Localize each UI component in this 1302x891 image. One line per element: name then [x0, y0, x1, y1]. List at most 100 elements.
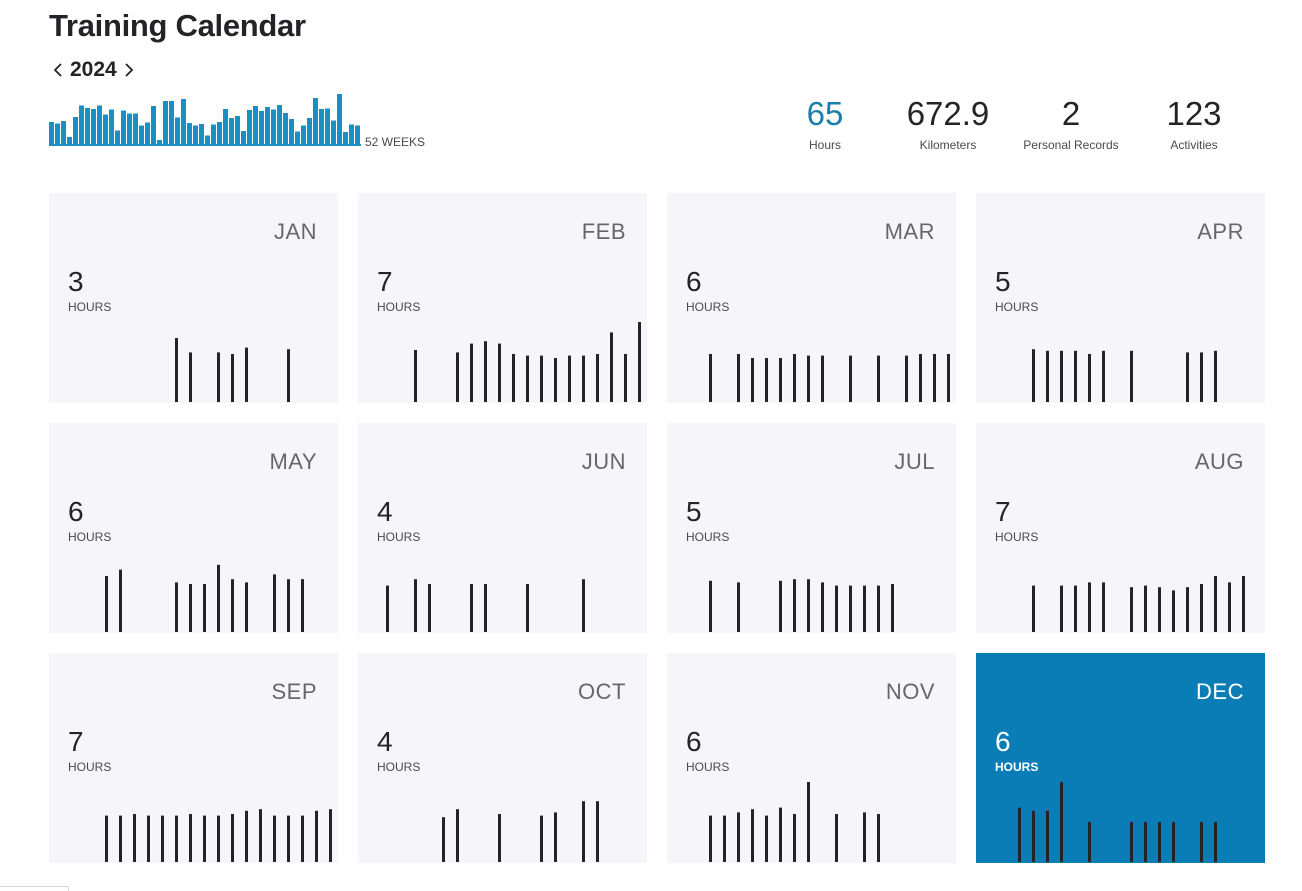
stat-hours-value: 65	[806, 95, 844, 132]
week-bar	[49, 122, 54, 144]
week-chart-baseline	[49, 144, 361, 146]
month-activity-bars	[414, 322, 641, 402]
month-hours-value: 5	[995, 266, 1011, 297]
month-card-aug[interactable]: AUG 7 HOURS	[976, 423, 1265, 633]
month-hours-label: HOURS	[68, 300, 112, 314]
activity-bar	[849, 585, 852, 632]
stat-activities-label: Activities	[1170, 138, 1218, 152]
activity-bar	[849, 355, 852, 402]
month-hours-label: HOURS	[377, 530, 421, 544]
week-bar	[85, 108, 90, 144]
month-card-oct[interactable]: OCT 4 HOURS	[358, 653, 647, 863]
activity-bar	[498, 814, 501, 862]
activity-bar	[526, 584, 529, 632]
activity-bar	[709, 580, 712, 632]
month-activity-bars	[1032, 576, 1245, 632]
month-card-may[interactable]: MAY 6 HOURS	[49, 423, 338, 633]
activity-bar	[1088, 582, 1091, 632]
activity-bar	[765, 815, 768, 862]
activity-bar	[217, 564, 220, 632]
activity-bar	[1186, 587, 1189, 632]
month-card-dec[interactable]: DEC 6 HOURS	[976, 653, 1265, 863]
month-card-apr[interactable]: APR 5 HOURS	[976, 193, 1265, 403]
month-hours-label: HOURS	[995, 530, 1039, 544]
activity-bar	[793, 814, 796, 862]
chevron-right-icon[interactable]	[119, 56, 139, 84]
month-name: JAN	[273, 219, 317, 244]
activity-bar	[1046, 810, 1049, 862]
activity-bar	[554, 358, 557, 402]
activity-bar	[877, 355, 880, 402]
week-bar	[211, 124, 216, 144]
weekly-activity-chart[interactable]	[49, 90, 361, 148]
activity-bar	[568, 355, 571, 402]
activity-bar	[301, 579, 304, 632]
activity-bar	[1130, 822, 1133, 862]
month-card-sep[interactable]: SEP 7 HOURS	[49, 653, 338, 863]
activity-bar	[1144, 822, 1147, 862]
month-name: SEP	[271, 679, 317, 704]
activity-bar	[1060, 350, 1063, 402]
activity-bar	[315, 810, 318, 862]
week-bar	[343, 132, 348, 144]
activity-bar	[709, 815, 712, 862]
activity-bar	[161, 815, 164, 862]
week-bar	[169, 101, 174, 144]
activity-bar	[807, 355, 810, 402]
month-activity-bars	[105, 564, 304, 632]
chevron-left-icon[interactable]	[48, 56, 68, 84]
week-bar	[175, 117, 180, 144]
activity-bar	[287, 815, 290, 862]
activity-bar	[133, 814, 136, 862]
month-hours-value: 3	[68, 266, 84, 297]
week-bar	[307, 118, 312, 144]
activity-bar	[1046, 350, 1049, 402]
activity-bar	[891, 584, 894, 632]
month-card-jul[interactable]: JUL 5 HOURS	[667, 423, 956, 633]
stat-kilometers: 672.9 Kilometers	[878, 94, 1018, 152]
month-hours-value: 6	[686, 726, 702, 757]
activity-bar	[596, 354, 599, 402]
stat-hours: 65 Hours	[755, 94, 895, 152]
activity-bar	[610, 332, 613, 402]
week-bar	[97, 105, 102, 144]
month-card-mar[interactable]: MAR 6 HOURS	[667, 193, 956, 403]
month-hours-value: 4	[377, 726, 393, 757]
activity-bar	[526, 355, 529, 402]
activity-bar	[428, 584, 431, 632]
activity-bar	[414, 579, 417, 632]
week-bar	[199, 124, 204, 144]
activity-bar	[1214, 822, 1217, 862]
week-bar	[55, 123, 60, 144]
activity-bar	[779, 580, 782, 632]
activity-bar	[1200, 352, 1203, 402]
week-bar	[145, 122, 150, 144]
week-bar	[157, 140, 162, 144]
activity-bar	[540, 815, 543, 862]
stat-personal-records: 2 Personal Records	[1001, 94, 1141, 152]
activity-bar	[105, 815, 108, 862]
month-card-jan[interactable]: JAN 3 HOURS	[49, 193, 338, 403]
month-name: MAR	[884, 219, 935, 244]
month-card-nov[interactable]: NOV 6 HOURS	[667, 653, 956, 863]
week-bar	[301, 125, 306, 144]
activity-bar	[189, 814, 192, 862]
month-hours-value: 6	[68, 496, 84, 527]
week-bar	[187, 123, 192, 144]
activity-bar	[119, 569, 122, 632]
month-name: AUG	[1194, 449, 1244, 474]
month-card-jun[interactable]: JUN 4 HOURS	[358, 423, 647, 633]
activity-bar	[512, 354, 515, 402]
activity-bar	[1060, 782, 1063, 862]
month-card-feb[interactable]: FEB 7 HOURS	[358, 193, 647, 403]
activity-bar	[175, 815, 178, 862]
activity-bar	[807, 782, 810, 862]
activity-bar	[105, 576, 108, 632]
activity-bar	[751, 358, 754, 402]
activity-bar	[540, 355, 543, 402]
activity-bar	[1228, 582, 1231, 632]
activity-bar	[877, 585, 880, 632]
activity-bar	[737, 354, 740, 402]
activity-bar	[793, 579, 796, 632]
activity-bar	[175, 338, 178, 402]
